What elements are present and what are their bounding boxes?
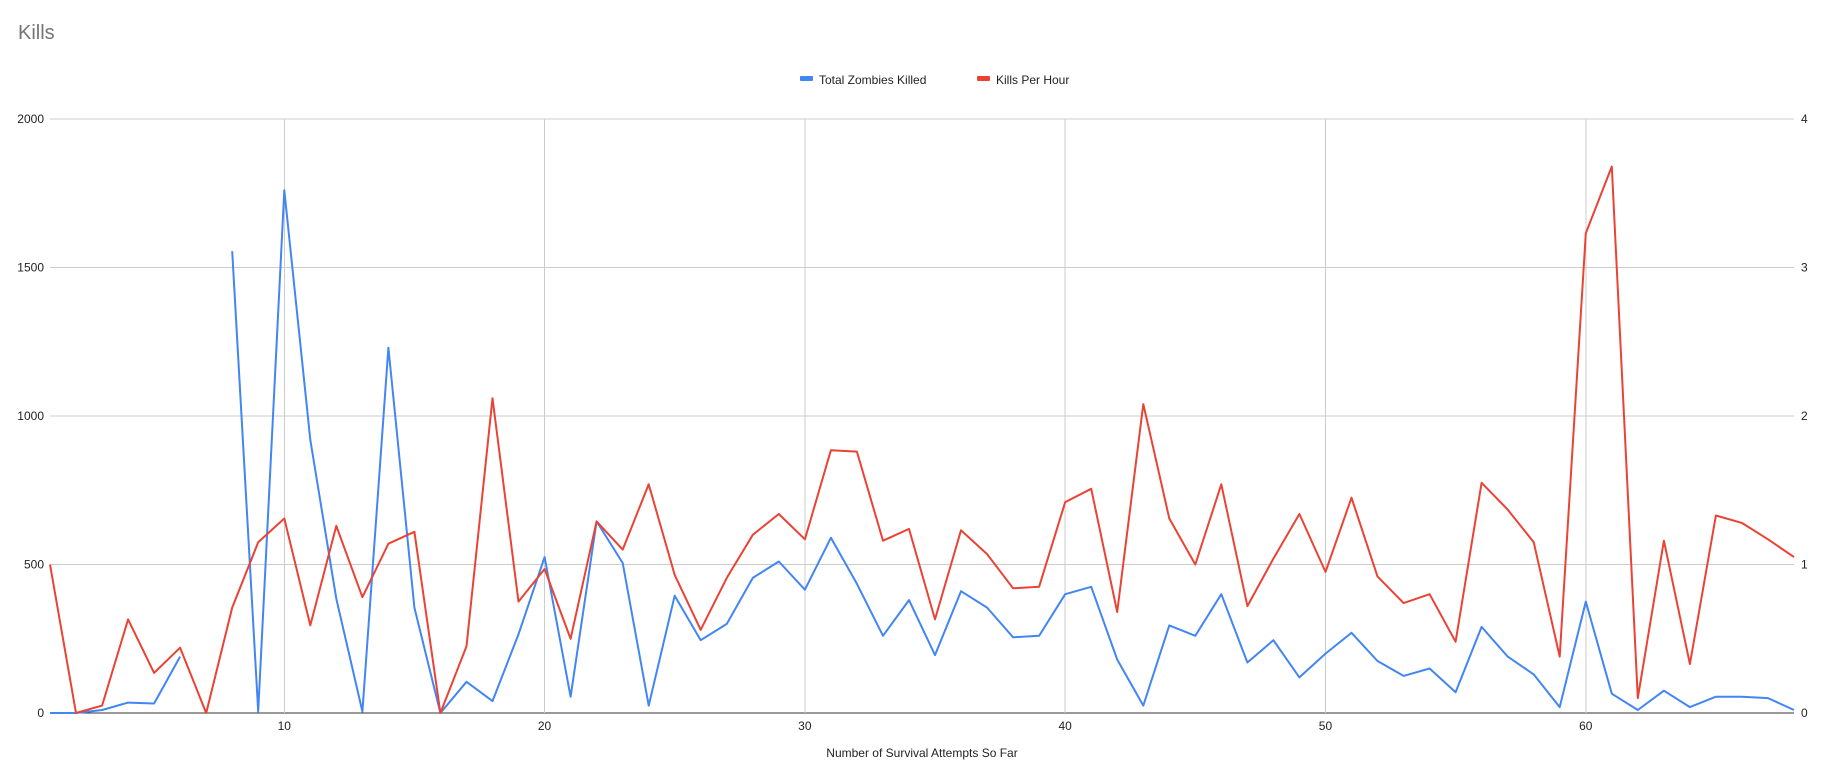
x-tick-label: 10: [278, 719, 292, 733]
series-line-1: [231, 189, 1795, 714]
x-tick-label: 60: [1579, 719, 1593, 733]
y2-tick-label: 4: [1801, 112, 1808, 126]
x-tick-label: 20: [538, 719, 552, 733]
y-tick-label: 1000: [17, 409, 44, 423]
y2-tick-label: 2: [1801, 409, 1808, 423]
series-line-1: [50, 656, 181, 714]
y-tick-label: 1500: [17, 261, 44, 275]
y-tick-label: 0: [37, 706, 44, 720]
legend-swatch-1: [800, 76, 813, 81]
series-layer: [49, 165, 1795, 714]
x-axis-title: Number of Survival Attempts So Far: [826, 746, 1017, 760]
legend-label-1: Total Zombies Killed: [819, 73, 926, 87]
y2-tick-label: 0: [1801, 706, 1808, 720]
legend[interactable]: Total Zombies Killed Kills Per Hour: [800, 73, 1069, 87]
y-tick-label: 2000: [17, 112, 44, 126]
x-tick-label: 30: [798, 719, 812, 733]
legend-label-2: Kills Per Hour: [996, 73, 1069, 87]
chart-title: Kills: [18, 22, 55, 44]
y2-tick-label: 3: [1801, 261, 1808, 275]
grid-layer: [50, 118, 1794, 714]
x-tick-label: 50: [1319, 719, 1333, 733]
legend-swatch-2: [977, 76, 990, 81]
x-tick-label: 40: [1058, 719, 1072, 733]
y2-tick-label: 1: [1801, 558, 1808, 572]
y-tick-label: 500: [24, 558, 44, 572]
axis-layer: 0 500 1000 1500 2000 0 1 2 3 4 10 20 30 40 50 60: [17, 112, 1808, 733]
series-line-2: [49, 165, 1795, 714]
